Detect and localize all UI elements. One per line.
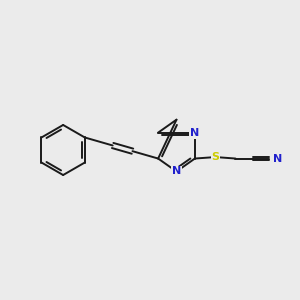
Text: N: N (172, 167, 181, 176)
Text: S: S (212, 152, 220, 162)
Text: N: N (190, 128, 200, 138)
Text: N: N (273, 154, 282, 164)
